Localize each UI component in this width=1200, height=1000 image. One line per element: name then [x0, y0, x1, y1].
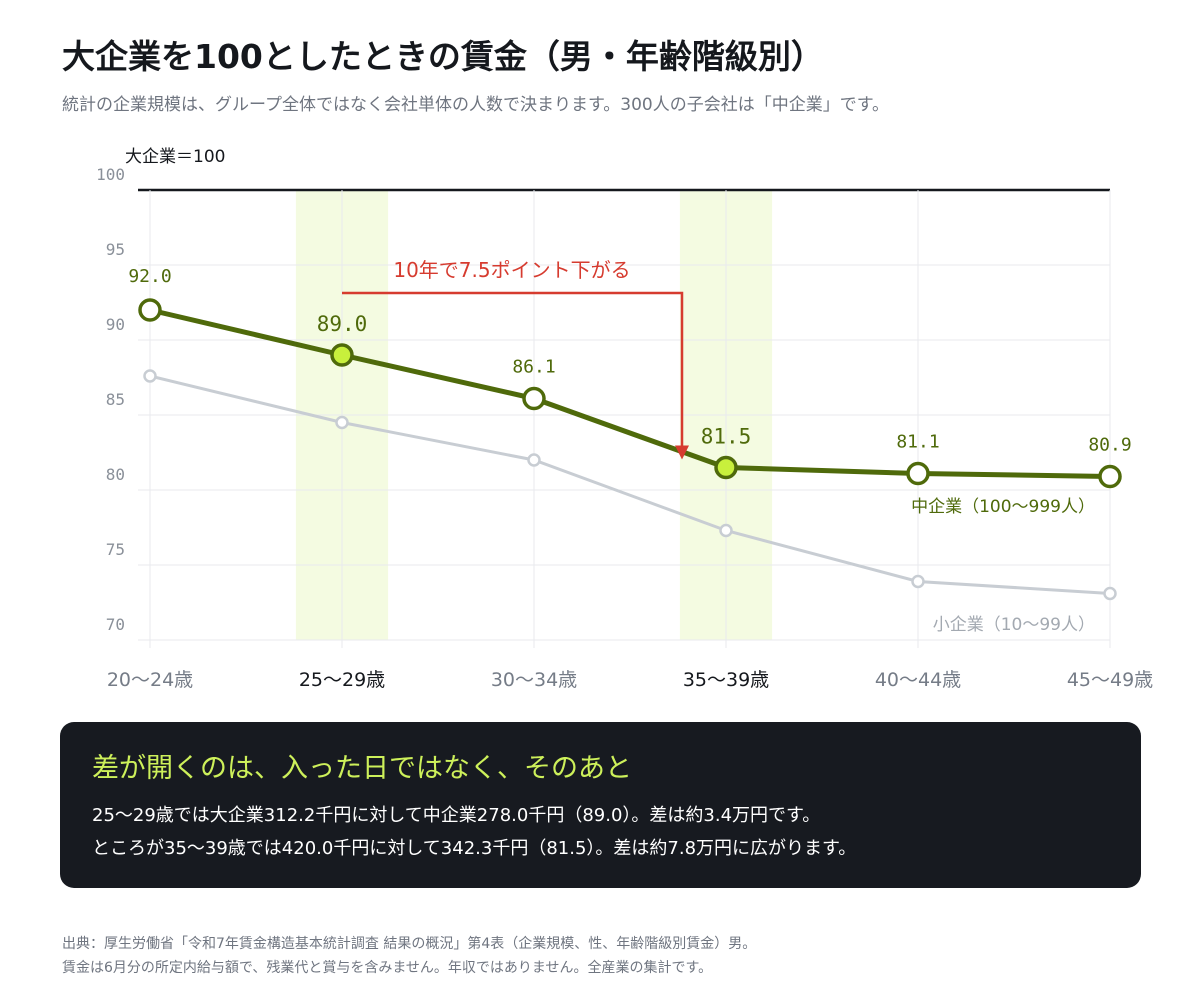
- x-tick-label: 45〜49歳: [1067, 669, 1153, 691]
- point-small: [527, 453, 541, 467]
- point-small: [335, 415, 349, 430]
- y-tick-label: 95: [106, 240, 125, 259]
- x-tick-label: 30〜34歳: [491, 669, 577, 691]
- point-mid: [906, 461, 930, 486]
- y-tick-label: 100: [96, 165, 125, 184]
- series-label-mid: 中企業（100〜999人）: [911, 497, 1095, 517]
- data-label-mid: 81.1: [896, 432, 939, 453]
- x-tick-label: 20〜24歳: [107, 669, 193, 691]
- y-tick-label: 85: [106, 390, 125, 409]
- source-line-1: 出典：厚生労働省「令和7年賃金構造基本統計調査 結果の概況」第4表（企業規模、性…: [62, 936, 757, 952]
- series-line-mid: [149, 307, 1111, 479]
- point-small: [719, 523, 733, 538]
- point-small: [911, 574, 925, 589]
- source-line-2: 賃金は6月分の所定内給与額で、残業代と賞与を含みません。年収ではありません。全産…: [62, 960, 713, 976]
- data-label-mid: 81.5: [701, 425, 752, 449]
- x-tick-label: 35〜39歳: [683, 669, 769, 691]
- y-tick-label: 80: [106, 465, 125, 484]
- data-label-mid: 89.0: [317, 312, 368, 336]
- insight-line-2: ところが35〜39歳では420.0千円に対して342.3千円（81.5）。差は約…: [92, 838, 857, 859]
- point-small: [143, 369, 157, 383]
- y-tick-label: 75: [106, 540, 125, 559]
- series-label-small: 小企業（10〜99人）: [933, 615, 1095, 635]
- point-mid: [138, 298, 162, 322]
- annotation-label: 10年で7.5ポイント下がる: [393, 258, 630, 282]
- data-label-mid: 92.0: [128, 266, 171, 287]
- point-mid: [714, 455, 738, 480]
- x-tick-label: 25〜29歳: [299, 669, 385, 691]
- page-title: 大企業を100としたときの賃金（男・年齢階級別）: [62, 37, 824, 76]
- line-chart: 100 95 90 85 80 75 70 大企業＝100 20〜24歳 25〜29歳 30〜34歳…: [96, 147, 1153, 691]
- page-subtitle: 統計の企業規模は、グループ全体ではなく会社単体の人数で決まります。300人の子会…: [62, 95, 890, 115]
- y-tick-label: 70: [106, 615, 125, 634]
- point-mid: [1098, 464, 1122, 489]
- point-mid: [522, 386, 546, 411]
- annotation-arrow-line: [342, 291, 684, 456]
- annotation-arrowhead: [675, 445, 689, 460]
- point-small: [1103, 586, 1117, 601]
- source-note: 出典：厚生労働省「令和7年賃金構造基本統計調査 結果の概況」第4表（企業規模、性…: [62, 932, 756, 980]
- insight-line-1: 25〜29歳では大企業312.2千円に対して中企業278.0千円（89.0）。差…: [92, 805, 821, 826]
- data-label-mid: 80.9: [1088, 435, 1131, 456]
- series-line-small: [149, 374, 1111, 595]
- y-tick-label: 90: [106, 315, 125, 334]
- x-tick-label: 40〜44歳: [875, 669, 961, 691]
- data-label-mid: 86.1: [512, 357, 555, 378]
- insight-panel: 差が開くのは、入った日ではなく、そのあと 25〜29歳では大企業312.2千円に…: [60, 722, 1141, 888]
- y-axis-unit: 大企業＝100: [125, 147, 225, 167]
- insight-title: 差が開くのは、入った日ではなく、そのあと: [92, 753, 632, 784]
- point-mid: [330, 343, 354, 367]
